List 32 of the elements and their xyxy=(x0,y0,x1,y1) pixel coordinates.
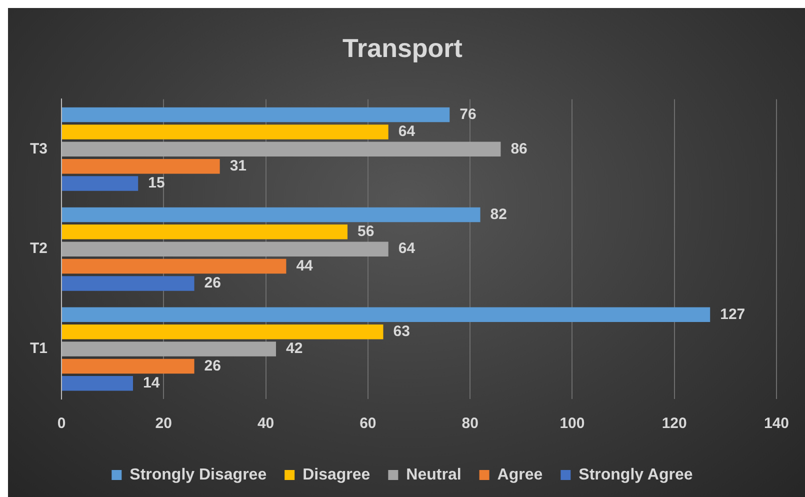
y-tick-label: T2 xyxy=(30,240,48,258)
data-label: 14 xyxy=(143,374,160,392)
chart-title: Transport xyxy=(342,32,463,63)
legend-label: Strongly Disagree xyxy=(130,466,267,484)
x-tick-label: 80 xyxy=(462,415,478,432)
data-label: 64 xyxy=(398,123,416,140)
data-label: 63 xyxy=(393,322,410,340)
data-label: 76 xyxy=(460,106,476,123)
x-tick-label: 120 xyxy=(662,415,687,432)
data-label: 86 xyxy=(510,140,528,158)
x-tick-label: 60 xyxy=(360,415,376,432)
legend-label: Disagree xyxy=(302,466,370,484)
legend-label: Strongly Agree xyxy=(578,466,693,484)
data-label: 64 xyxy=(398,240,416,258)
x-tick-label: 20 xyxy=(155,415,172,432)
x-tick-label: 140 xyxy=(764,415,789,432)
y-tick-label: T3 xyxy=(30,140,48,158)
data-label: 127 xyxy=(720,306,746,323)
data-label: 42 xyxy=(286,340,303,358)
data-label: 31 xyxy=(230,157,247,174)
y-tick-label: T1 xyxy=(30,340,48,358)
data-label: 82 xyxy=(490,206,507,223)
data-label: 56 xyxy=(358,223,374,240)
data-label: 44 xyxy=(296,257,314,274)
data-label: 26 xyxy=(204,357,221,374)
x-tick-label: 40 xyxy=(257,415,274,432)
data-label: 26 xyxy=(204,274,221,292)
legend-label: Agree xyxy=(497,466,543,484)
x-tick-label: 0 xyxy=(57,415,66,432)
data-label: 15 xyxy=(148,174,165,192)
x-tick-label: 100 xyxy=(560,415,585,432)
legend-label: Neutral xyxy=(406,466,462,484)
